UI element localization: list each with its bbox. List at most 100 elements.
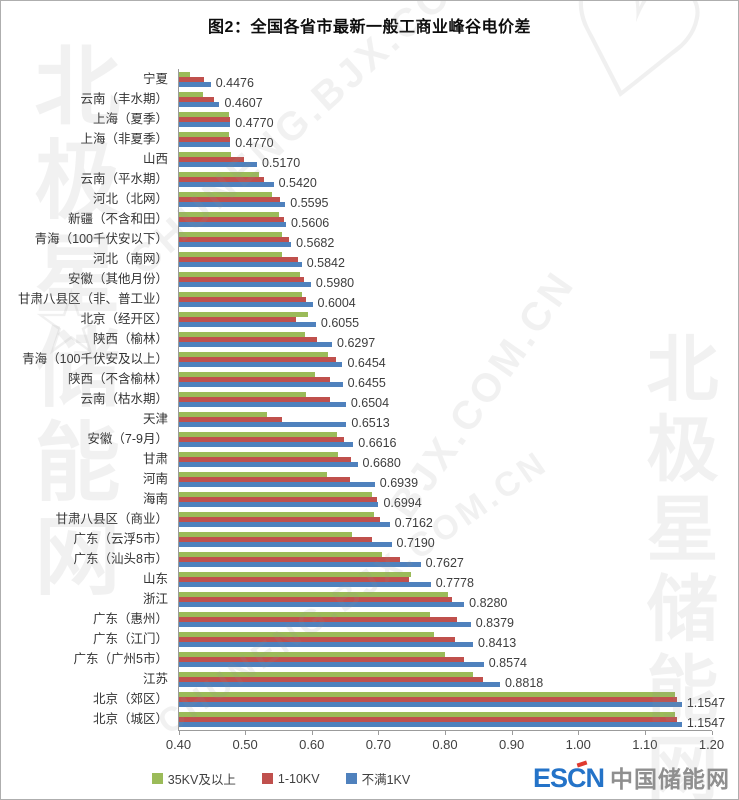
data-label: 1.1547	[686, 716, 726, 730]
bar-35KV及以上	[179, 491, 372, 497]
bar-不满1KV	[179, 101, 220, 107]
chart-row: 陕西（不含榆林） 0.6455	[1, 369, 738, 390]
bar-35KV及以上	[179, 591, 449, 597]
x-tick-mark	[578, 731, 580, 735]
bar-不满1KV	[179, 641, 474, 647]
bar-1-10KV	[179, 216, 284, 222]
chart-row: 河南 0.6939	[1, 469, 738, 490]
bar-group: 0.5595	[179, 189, 712, 210]
bar-不满1KV	[179, 141, 231, 147]
bar-35KV及以上	[179, 391, 306, 397]
bar-不满1KV	[179, 421, 347, 427]
bar-不满1KV	[179, 221, 286, 227]
bar-35KV及以上	[179, 551, 382, 557]
bar-group: 0.8574	[179, 649, 712, 670]
legend-label: 1-10KV	[277, 771, 320, 786]
bar-35KV及以上	[179, 231, 283, 237]
bar-1-10KV	[179, 336, 317, 342]
data-label: 0.6455	[347, 376, 386, 390]
bar-1-10KV	[179, 136, 230, 142]
chart-row: 甘肃八县区（商业） 0.7162	[1, 509, 738, 530]
chart-row: 新疆（不含和田） 0.5606	[1, 209, 738, 230]
chart-row: 北京（经开区） 0.6055	[1, 309, 738, 330]
chart-row: 青海（100千伏安及以上） 0.6454	[1, 349, 738, 370]
data-label: 0.6055	[320, 316, 360, 330]
bar-group: 0.6680	[179, 449, 712, 470]
data-label: 0.5170	[261, 156, 301, 170]
bar-1-10KV	[179, 676, 484, 682]
bar-1-10KV	[179, 256, 298, 262]
chart-row: 甘肃 0.6680	[1, 449, 738, 470]
bar-35KV及以上	[179, 71, 191, 77]
bar-1-10KV	[179, 176, 265, 182]
x-tick-label: 0.70	[365, 737, 392, 752]
bar-不满1KV	[179, 521, 390, 527]
bar-1-10KV	[179, 536, 372, 542]
bar-不满1KV	[179, 121, 231, 127]
bar-35KV及以上	[179, 351, 329, 357]
legend-item: 1-10KV	[261, 769, 320, 788]
category-label: 海南	[142, 492, 168, 506]
chart-row: 山东 0.7778	[1, 569, 738, 590]
bar-35KV及以上	[179, 191, 272, 197]
bar-35KV及以上	[179, 571, 411, 577]
bar-group: 0.5842	[179, 249, 712, 270]
chart-row: 海南 0.6994	[1, 489, 738, 510]
chart-row: 宁夏 0.4476	[1, 69, 738, 90]
data-label: 0.6994	[383, 496, 422, 510]
category-label: 北京（经开区）	[80, 312, 168, 326]
category-label: 山西	[142, 152, 168, 166]
chart-title: 图2：全国各省市最新一般工商业峰谷电价差	[208, 19, 531, 36]
data-label: 0.5606	[290, 216, 330, 230]
chart-row: 安徽（其他月份） 0.5980	[1, 269, 738, 290]
category-label: 山东	[142, 572, 168, 586]
x-tick-label: 0.50	[232, 737, 258, 752]
bar-35KV及以上	[179, 371, 315, 377]
bar-group: 0.7162	[179, 509, 712, 530]
chart-row: 河北（北网） 0.5595	[1, 189, 738, 210]
bar-1-10KV	[179, 296, 307, 302]
category-label: 云南（丰水期）	[80, 92, 168, 106]
bar-1-10KV	[179, 316, 297, 322]
category-label: 广东（江门）	[92, 632, 168, 646]
chart-row: 青海（100千伏安以下） 0.5682	[1, 229, 738, 250]
data-label: 0.7162	[394, 516, 433, 530]
chart-row: 北京（城区） 1.1547	[1, 709, 738, 730]
x-tick-mark	[311, 731, 313, 735]
category-label: 安徽（7-9月）	[87, 432, 168, 446]
bar-35KV及以上	[179, 411, 267, 417]
bar-group: 0.6455	[179, 369, 712, 390]
data-label: 0.5980	[315, 276, 355, 290]
bar-1-10KV	[179, 356, 336, 362]
escn-logo-text: ESCN	[532, 763, 605, 793]
data-label: 0.4770	[235, 136, 274, 150]
x-tick-mark	[644, 731, 646, 735]
bar-group: 0.6454	[179, 349, 712, 370]
bar-group: 1.1547	[179, 689, 725, 710]
chart-row: 云南（丰水期） 0.4607	[1, 89, 738, 110]
data-label: 0.8413	[478, 636, 517, 650]
category-label: 宁夏	[142, 72, 168, 86]
bar-group: 0.6004	[179, 289, 712, 310]
category-label: 甘肃八县区（非、普工业）	[17, 292, 168, 306]
bar-35KV及以上	[179, 131, 229, 137]
category-label: 甘肃八县区（商业）	[55, 512, 168, 526]
category-label: 江苏	[142, 672, 168, 686]
chart-row: 广东（惠州） 0.8379	[1, 609, 738, 630]
bar-不满1KV	[179, 701, 682, 707]
data-label: 0.6513	[351, 416, 390, 430]
legend-swatch-icon	[151, 773, 163, 784]
bar-不满1KV	[179, 381, 343, 387]
x-tick-label: 1.20	[698, 737, 725, 752]
bar-group: 0.6939	[179, 469, 712, 490]
bar-1-10KV	[179, 616, 457, 622]
bar-1-10KV	[179, 76, 205, 82]
legend-item: 35KV及以上	[151, 769, 236, 788]
bar-35KV及以上	[179, 671, 474, 677]
bar-1-10KV	[179, 696, 678, 702]
x-tick-mark	[178, 731, 180, 735]
data-label: 0.8280	[469, 596, 508, 610]
bar-不满1KV	[179, 81, 211, 87]
x-tick-mark	[711, 731, 713, 735]
bar-35KV及以上	[179, 711, 676, 717]
